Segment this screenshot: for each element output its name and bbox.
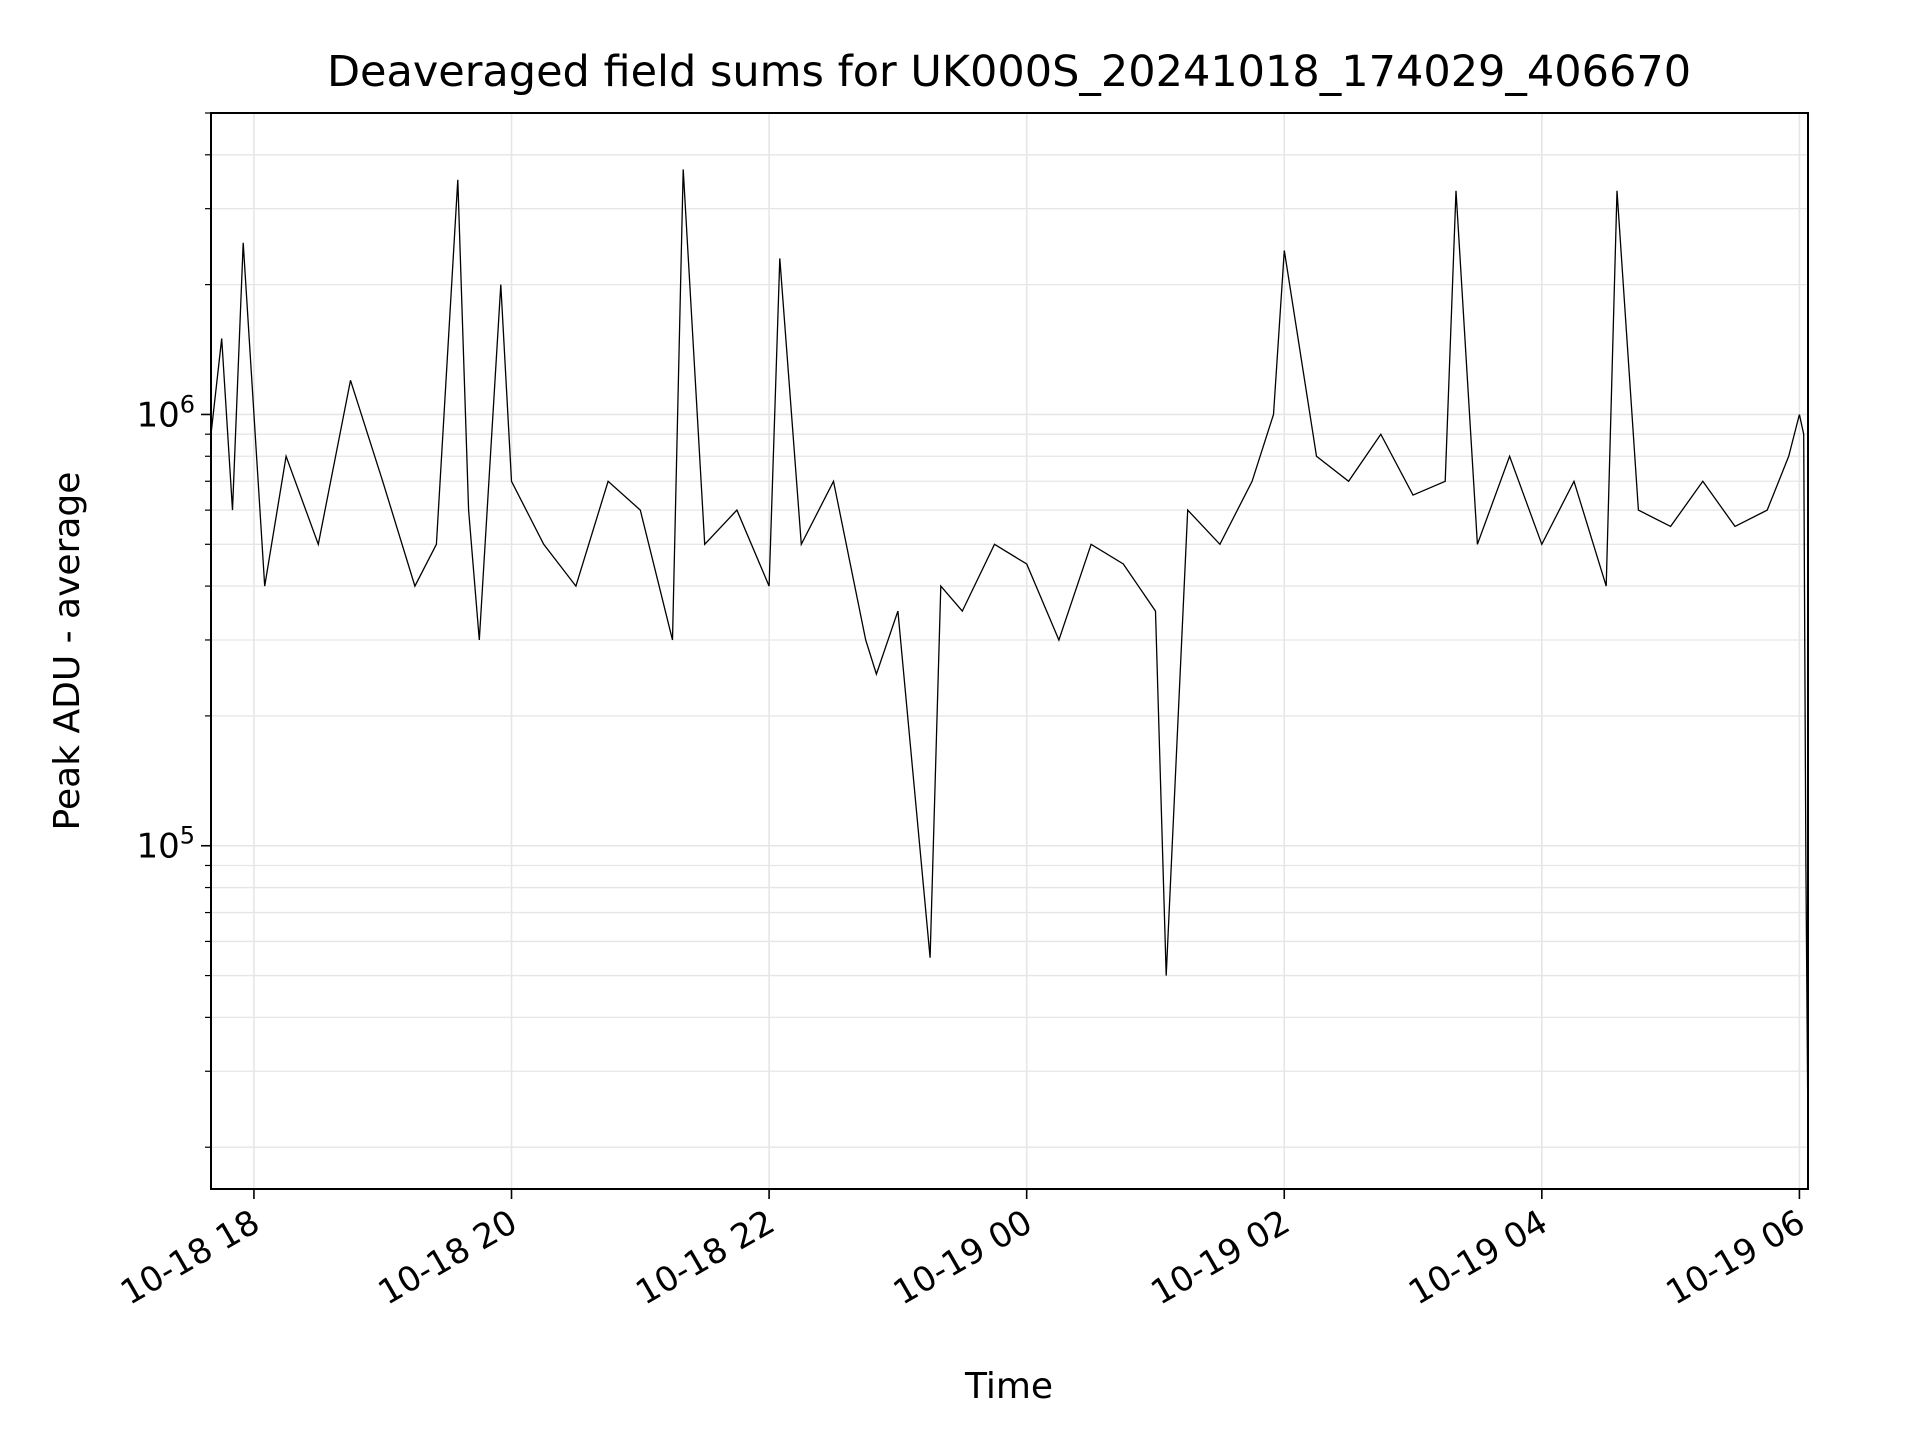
- y-tick-label: 105: [136, 822, 195, 867]
- y-axis-label: Peak ADU - average: [47, 472, 88, 831]
- y-axis: 105 106: [136, 112, 211, 1148]
- x-tick-label: 10-18 20: [372, 1202, 524, 1313]
- x-axis: 10-18 18 10-18 20 10-18 22 10-19 00 10-19 02…: [114, 1189, 1812, 1313]
- y-tick-label: 106: [136, 390, 195, 435]
- x-tick-label: 10-19 06: [1660, 1202, 1812, 1313]
- x-axis-label: Time: [964, 1366, 1053, 1407]
- x-tick-label: 10-19 04: [1402, 1202, 1554, 1313]
- x-tick-label: 10-19 02: [1144, 1202, 1296, 1313]
- series-line: [210, 169, 1809, 1139]
- x-tick-label: 10-18 18: [114, 1202, 266, 1313]
- x-tick-label: 10-18 22: [629, 1202, 781, 1313]
- chart-title: Deaveraged field sums for UK000S_2024101…: [327, 47, 1691, 97]
- x-tick-label: 10-19 00: [887, 1202, 1039, 1313]
- plot-frame: [210, 112, 1809, 1190]
- grid-lines: [211, 112, 1808, 1189]
